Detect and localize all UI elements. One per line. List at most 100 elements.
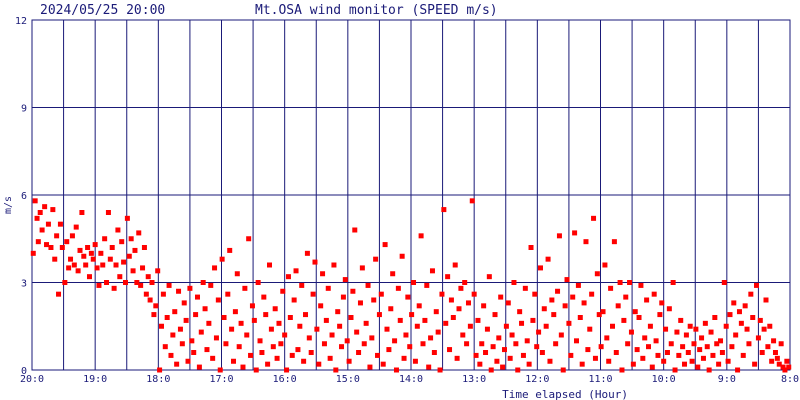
data-point	[634, 347, 640, 353]
data-point	[659, 300, 665, 306]
data-point	[321, 341, 327, 347]
data-point	[155, 268, 161, 274]
data-point	[126, 253, 132, 259]
data-point	[96, 282, 102, 288]
y-tick-label: 0	[21, 366, 27, 377]
data-point	[456, 306, 462, 312]
data-point	[320, 271, 326, 277]
data-point	[536, 329, 542, 335]
data-point	[223, 341, 229, 347]
data-point	[651, 291, 657, 297]
x-tick-label: 9:0	[718, 374, 736, 385]
data-point	[494, 358, 500, 364]
data-point	[253, 367, 259, 373]
data-point	[278, 341, 284, 347]
data-point	[727, 312, 733, 318]
data-point	[503, 323, 509, 329]
data-point	[500, 364, 506, 370]
data-point	[598, 344, 604, 350]
data-point	[251, 317, 257, 323]
data-point	[755, 335, 761, 341]
data-point	[431, 350, 437, 355]
data-point	[473, 352, 479, 358]
data-point	[331, 262, 337, 268]
data-point	[772, 350, 778, 355]
data-point	[335, 309, 341, 315]
data-point	[316, 361, 322, 367]
data-point	[757, 317, 763, 323]
x-tick-label: 12:0	[525, 374, 549, 385]
data-point	[786, 364, 792, 370]
data-point	[560, 367, 566, 373]
data-point	[710, 352, 716, 358]
data-point	[339, 344, 345, 350]
data-point	[752, 361, 758, 367]
data-point	[386, 347, 392, 353]
data-point	[66, 265, 72, 271]
data-point	[697, 347, 703, 353]
data-point	[738, 320, 744, 326]
data-point	[333, 367, 339, 373]
data-point	[746, 341, 752, 347]
data-point	[771, 338, 777, 344]
data-point	[676, 352, 682, 358]
data-point	[132, 247, 138, 253]
data-point	[581, 300, 587, 306]
data-point	[553, 341, 559, 347]
data-point	[467, 323, 473, 329]
y-tick-label: 12	[15, 16, 27, 27]
data-point	[570, 294, 576, 300]
data-point	[138, 282, 144, 288]
data-point	[376, 312, 382, 318]
data-point	[549, 297, 555, 303]
data-point	[537, 265, 543, 271]
data-point	[390, 271, 396, 277]
data-point	[255, 280, 261, 285]
data-point	[217, 367, 223, 373]
data-point	[583, 239, 589, 245]
data-point	[630, 361, 636, 367]
data-point	[587, 326, 593, 332]
y-tick-label: 6	[21, 191, 27, 202]
data-point	[130, 268, 136, 274]
data-point	[591, 215, 597, 221]
data-point	[196, 364, 202, 370]
data-point	[312, 259, 318, 265]
data-point	[606, 358, 612, 364]
data-point	[776, 361, 782, 367]
data-point	[600, 309, 606, 315]
data-point	[522, 285, 528, 291]
data-point	[231, 358, 237, 364]
data-point	[441, 207, 447, 213]
data-point	[594, 271, 600, 277]
data-point	[769, 358, 775, 364]
data-point	[450, 315, 456, 320]
data-point	[193, 312, 199, 318]
data-point	[539, 350, 545, 355]
data-point	[623, 294, 629, 300]
data-point	[685, 350, 691, 355]
data-point	[706, 367, 712, 373]
data-point	[664, 350, 670, 355]
data-point	[227, 247, 233, 253]
data-point	[83, 262, 89, 268]
y-axis-label: m/s	[3, 196, 14, 214]
data-point	[604, 335, 610, 341]
data-point	[48, 245, 54, 250]
data-point	[342, 277, 348, 283]
data-point	[454, 355, 460, 361]
data-point	[509, 332, 515, 338]
data-point	[742, 303, 748, 309]
data-point	[157, 367, 163, 373]
data-point	[69, 233, 75, 239]
data-point	[354, 329, 360, 335]
data-point	[57, 221, 63, 227]
data-point	[206, 320, 212, 326]
data-point	[90, 256, 96, 262]
data-point	[30, 250, 36, 256]
data-point	[399, 253, 405, 259]
data-point	[615, 303, 621, 309]
data-point	[596, 312, 602, 318]
data-point	[121, 259, 127, 265]
data-point	[680, 344, 686, 350]
